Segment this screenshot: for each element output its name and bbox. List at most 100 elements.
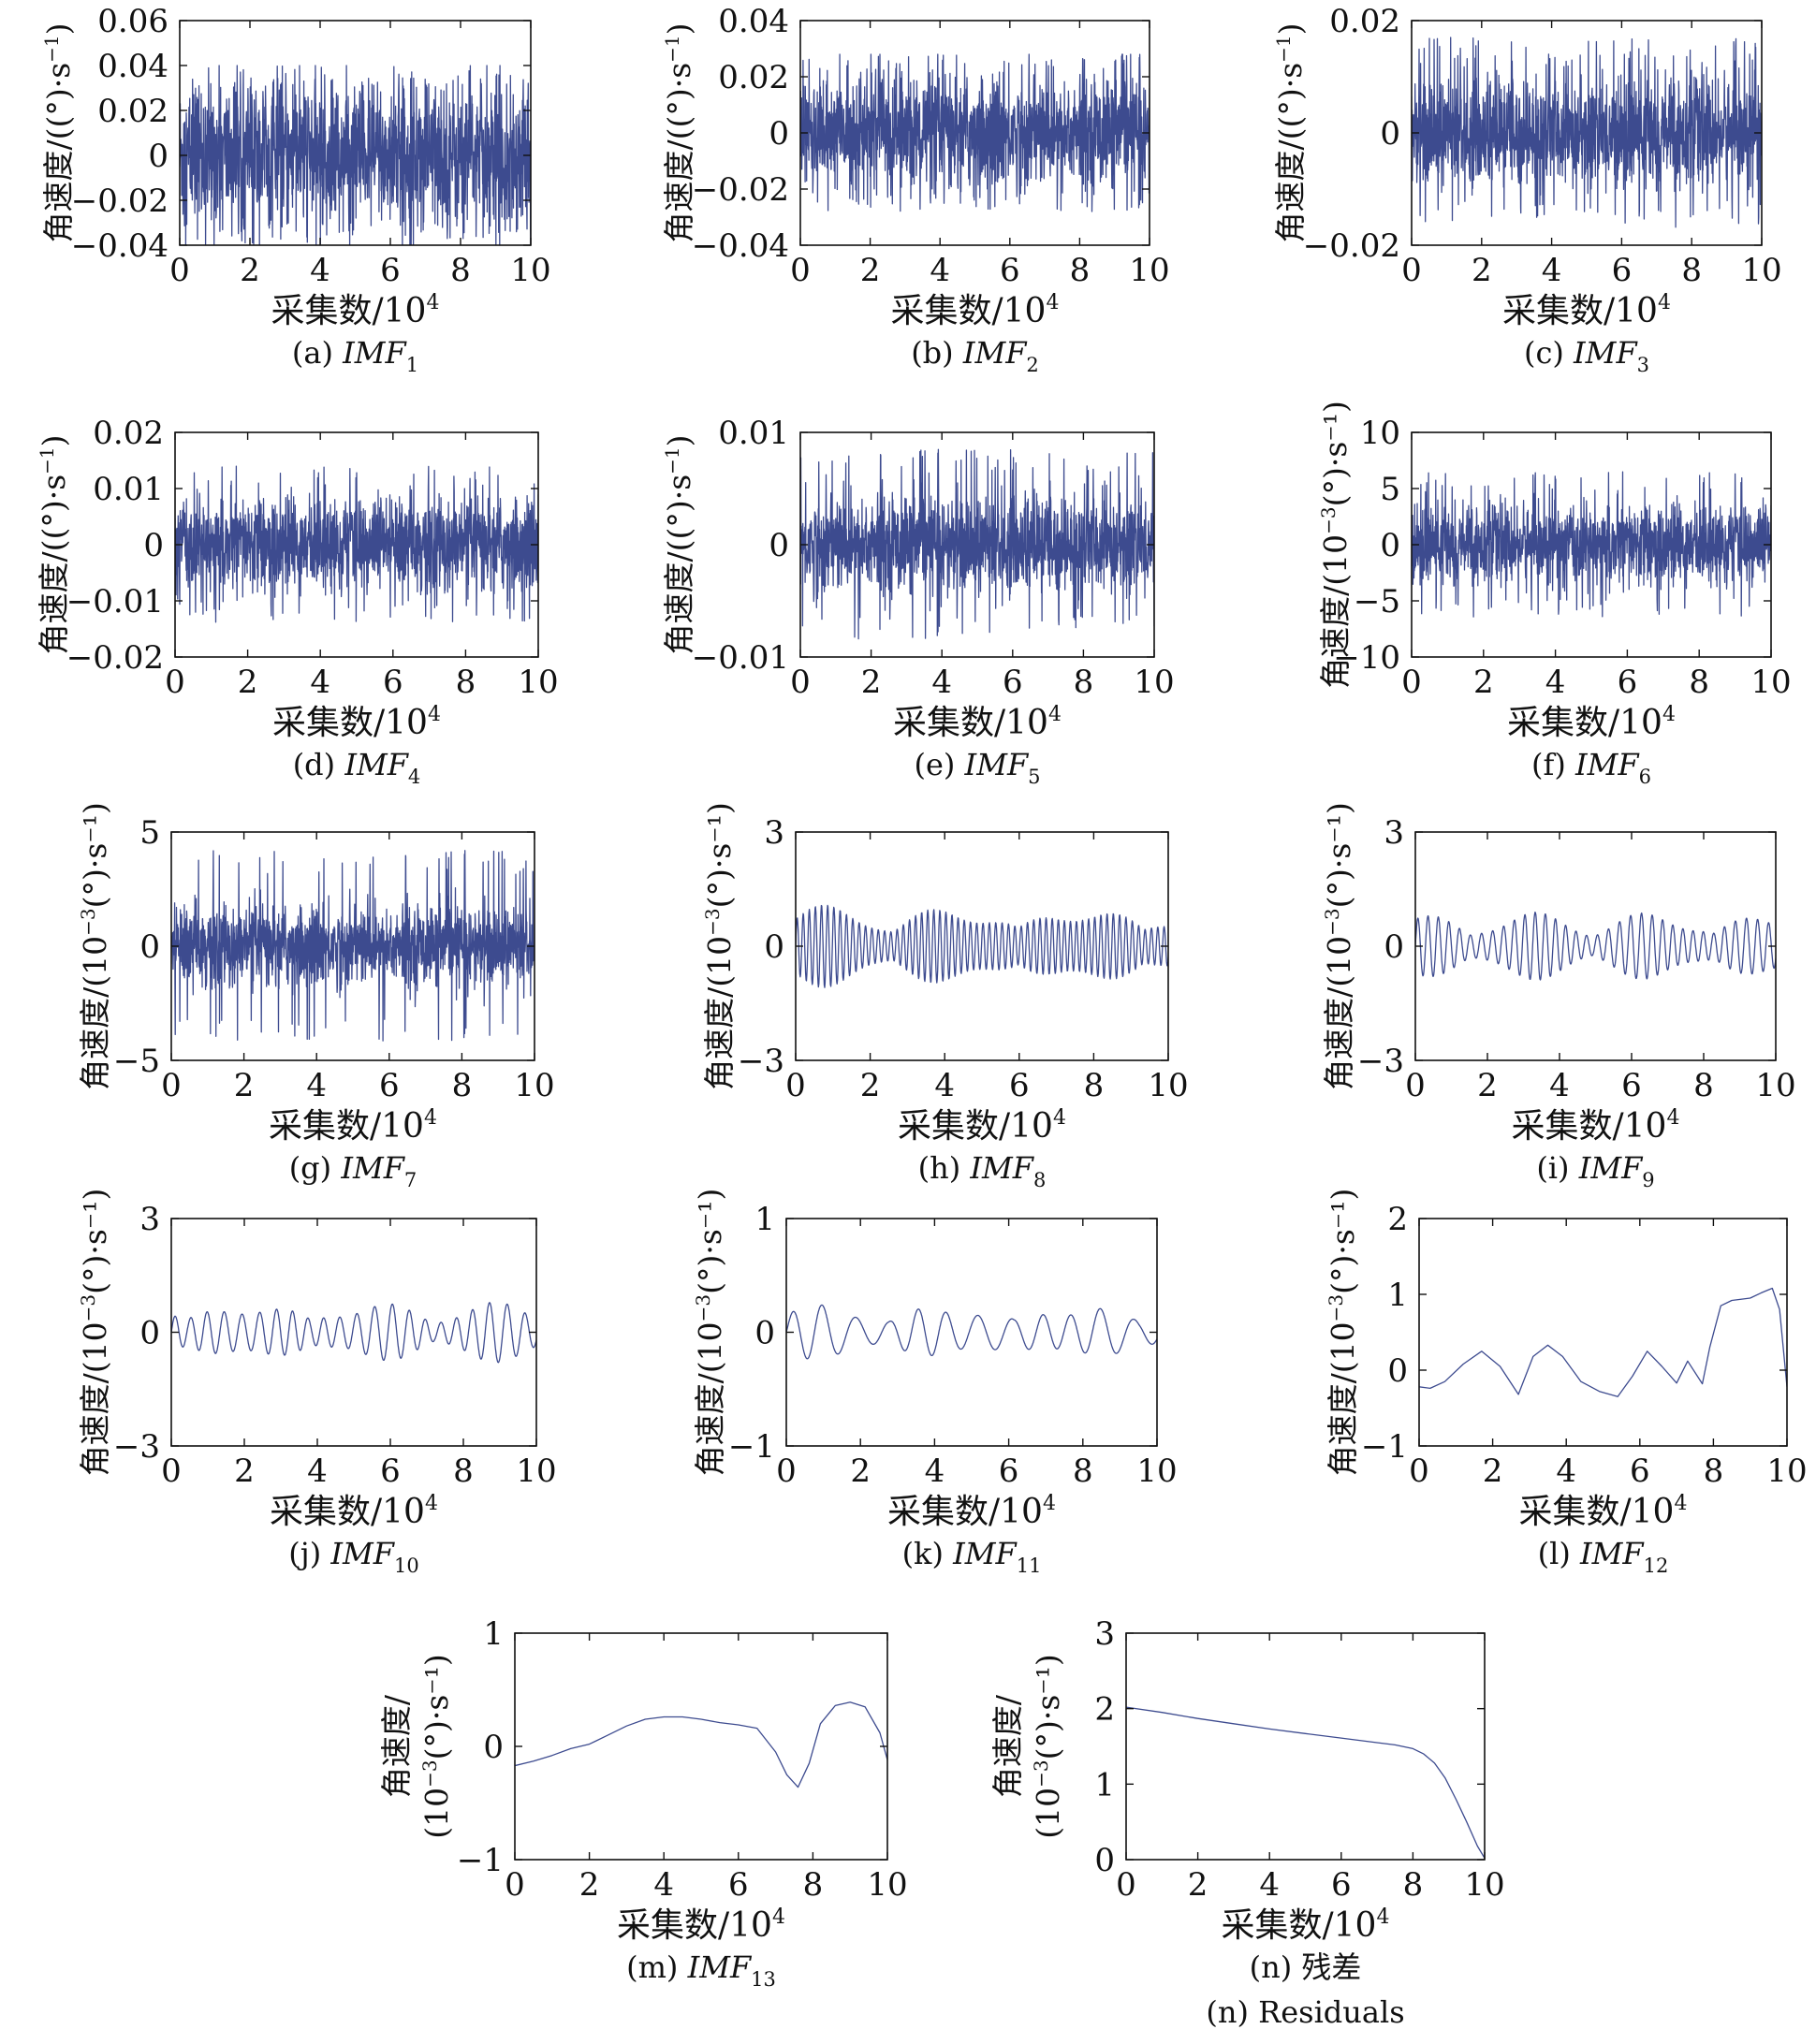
y-tick-label: −3: [738, 1043, 784, 1080]
x-tick-label: 4: [307, 1453, 328, 1490]
y-tick-label: −5: [113, 1043, 160, 1080]
chart-f: 0 2 4 6 8 10 −10 −5 0 5 10 采集数/104 (f) IMF6 角速度/(10−3…: [1317, 401, 1792, 788]
subplot-caption: (j) IMF10: [288, 1536, 418, 1577]
x-tick-label: 2: [1188, 1866, 1208, 1904]
x-tick-label: 6: [1612, 252, 1633, 289]
x-tick-label: 8: [1689, 664, 1709, 701]
x-axis-label: 采集数/104: [270, 1492, 438, 1531]
plot-frame: [785, 1218, 1158, 1447]
series-line-g: [171, 850, 535, 1042]
y-tick-label: 0: [1380, 115, 1400, 153]
y-tick-label: 0.01: [93, 471, 164, 508]
x-tick-label: 4: [1259, 1866, 1280, 1904]
y-tick-label: −1: [457, 1842, 504, 1879]
y-tick-label: 0.02: [718, 59, 789, 96]
y-tick-label: −0.04: [692, 227, 789, 265]
y-tick-label: −0.04: [71, 227, 168, 265]
x-tick-label: 2: [861, 664, 882, 701]
y-tick-label: 0: [769, 527, 789, 564]
y-tick-label: 0: [769, 115, 789, 153]
x-tick-label: 0: [790, 664, 811, 701]
y-tick-label: −5: [1354, 583, 1400, 620]
series-line-m: [515, 1701, 887, 1788]
x-tick-label: 6: [1000, 252, 1020, 289]
x-tick-label: 8: [456, 664, 476, 701]
y-tick-label: −0.01: [692, 639, 789, 677]
x-tick-label: 2: [240, 252, 260, 289]
x-tick-label: 0: [169, 252, 190, 289]
series-line-d: [175, 465, 538, 623]
x-axis-label: 采集数/104: [887, 1492, 1056, 1531]
x-tick-label: 4: [310, 664, 330, 701]
x-tick-label: 10: [1741, 252, 1781, 289]
series-line-k: [786, 1304, 1157, 1360]
x-tick-label: 8: [452, 1067, 473, 1104]
x-tick-label: 8: [1084, 1067, 1105, 1104]
x-tick-label: 10: [1766, 1453, 1807, 1490]
y-axis-label: 角速度/(10−3(°)·s⁻¹): [1317, 401, 1354, 689]
series-line-h: [796, 904, 1168, 988]
x-tick-label: 10: [510, 252, 550, 289]
series-line-b: [800, 53, 1150, 212]
x-tick-label: 4: [1542, 252, 1562, 289]
y-axis-label: 角速度/(10−3(°)·s⁻¹): [1325, 1189, 1361, 1477]
x-tick-label: 8: [1070, 252, 1091, 289]
y-tick-label: 3: [764, 814, 784, 852]
x-tick-label: 6: [379, 1067, 400, 1104]
y-tick-label: −0.02: [66, 639, 164, 677]
x-tick-label: 8: [803, 1866, 824, 1904]
y-axis-label: 角速度/((°)·s−1): [661, 22, 697, 242]
subplot-caption: (a) IMF1: [292, 335, 418, 376]
subplot-caption: (l) IMF12: [1538, 1536, 1669, 1577]
y-axis-label: 角速度/((°)·s−1): [1272, 22, 1309, 242]
y-tick-label: 5: [1380, 471, 1400, 508]
x-tick-label: 2: [238, 664, 258, 701]
x-tick-label: 8: [1073, 1453, 1093, 1490]
series-line-c: [1412, 36, 1762, 228]
y-tick-label: 0: [139, 928, 160, 966]
series-line-e: [800, 448, 1154, 640]
x-tick-label: 0: [1116, 1866, 1136, 1904]
x-tick-label: 10: [1750, 664, 1791, 701]
subplot-caption: (k) IMF11: [902, 1536, 1042, 1577]
subplot-caption: (e) IMF5: [914, 747, 1040, 788]
y-axis-label: 角速度/(10−3(°)·s⁻¹): [77, 1189, 113, 1477]
x-axis-label: 采集数/104: [269, 1106, 437, 1146]
y-tick-label: 0.04: [718, 3, 789, 40]
y-tick-label: 0: [754, 1315, 775, 1352]
x-tick-label: 2: [1483, 1453, 1503, 1490]
plot-frame: [1418, 1218, 1788, 1447]
x-tick-label: 0: [165, 664, 185, 701]
x-tick-label: 10: [1464, 1866, 1504, 1904]
y-tick-label: −0.02: [1303, 227, 1400, 265]
y-tick-label: 0: [764, 928, 784, 966]
x-axis-label: 采集数/104: [1512, 1106, 1680, 1146]
plot-frame: [514, 1632, 888, 1861]
x-tick-label: 2: [1477, 1067, 1498, 1104]
x-axis-label: 采集数/104: [898, 1106, 1066, 1146]
y-tick-label: 1: [1094, 1766, 1115, 1803]
x-tick-label: 6: [1618, 664, 1638, 701]
y-tick-label: 2: [1094, 1691, 1115, 1729]
x-tick-label: 10: [1136, 1453, 1177, 1490]
x-axis-label: 采集数/104: [1519, 1492, 1688, 1531]
y-tick-label: 3: [1384, 814, 1404, 852]
x-axis-label: 采集数/104: [1222, 1905, 1390, 1945]
x-tick-label: 0: [161, 1453, 182, 1490]
x-tick-label: 2: [850, 1453, 871, 1490]
x-tick-label: 0: [161, 1067, 182, 1104]
x-tick-label: 8: [1074, 664, 1094, 701]
y-axis-label: 角速度/(10−3(°)·s⁻¹): [1321, 802, 1357, 1090]
y-axis-label: 角速度/(10−3(°)·s⁻¹): [701, 802, 738, 1090]
series-line-a: [180, 65, 531, 245]
subplot-caption: (c) IMF3: [1524, 335, 1649, 376]
y-axis-label: 角速度/: [989, 1694, 1026, 1798]
x-tick-label: 2: [234, 1453, 255, 1490]
subplot-caption: (n) 残差: [1250, 1949, 1362, 1985]
